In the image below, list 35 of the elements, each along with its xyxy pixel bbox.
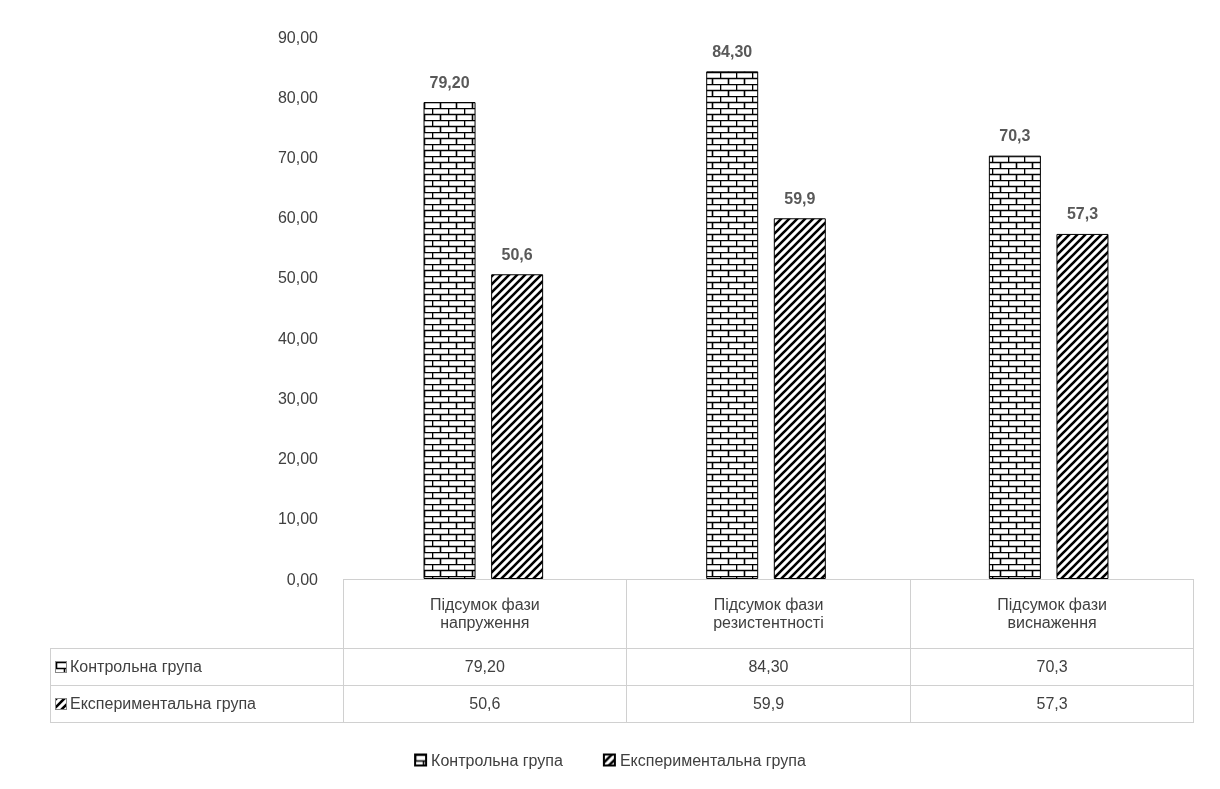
text: 59,9 [784, 189, 816, 207]
text: Експериментальна група [70, 695, 256, 712]
bar [988, 155, 1041, 579]
y-tick-label: 90,00 [277, 28, 319, 46]
bar [491, 274, 544, 579]
text: 50,6 [501, 245, 533, 263]
data-label: 84,30 [626, 648, 911, 686]
y-tick-label: 60,00 [277, 209, 319, 227]
legend-label: Експериментальна група [619, 751, 806, 769]
bar [706, 71, 759, 579]
data-label: 70,3 [910, 648, 1194, 686]
x-tick-label: Підсумок фази резистентності [712, 596, 825, 632]
data-label: 79,20 [343, 648, 627, 686]
y-tick-label: 30,00 [277, 389, 319, 407]
y-tick-label: 80,00 [277, 88, 319, 106]
text: 70,3 [999, 127, 1031, 145]
y-tick-label: 10,00 [277, 510, 319, 528]
y-tick-label: 70,00 [277, 148, 319, 166]
y-tick-label: 40,00 [277, 329, 319, 347]
text: 79,20 [429, 73, 470, 91]
y-tick-label: 0,00 [286, 570, 319, 588]
y-tick-label: 50,00 [277, 269, 319, 287]
text: Контрольна група [70, 658, 202, 675]
x-tick-label: Підсумок фази напруження [428, 596, 541, 632]
bar [773, 218, 826, 579]
data-label: 50,6 [343, 685, 627, 723]
data-label: 57,3 [910, 685, 1194, 723]
y-tick-label: 20,00 [277, 450, 319, 468]
bar [423, 102, 476, 579]
data-label: 59,9 [626, 685, 911, 723]
bar [1056, 233, 1109, 579]
text: 57,3 [1066, 205, 1099, 223]
legend-label: Контрольна група [431, 751, 563, 769]
x-tick-label: Підсумок фази виснаження [996, 596, 1108, 632]
text: 84,30 [712, 42, 753, 60]
